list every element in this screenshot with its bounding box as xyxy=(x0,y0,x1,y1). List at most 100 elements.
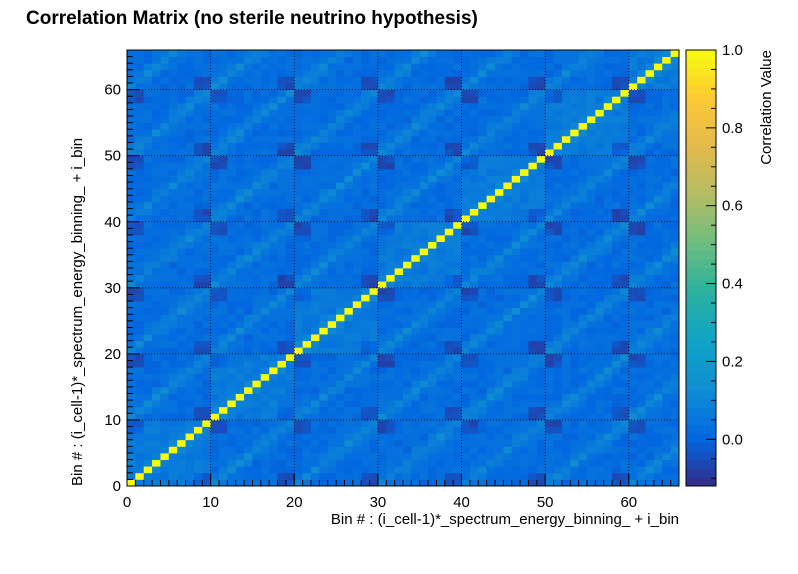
heatmap-cell xyxy=(252,340,262,348)
colorbar-segment xyxy=(686,433,716,443)
heatmap-cell xyxy=(302,301,312,309)
heatmap-cell xyxy=(394,254,404,262)
heatmap-cell xyxy=(553,195,563,203)
heatmap-cell xyxy=(511,96,521,104)
heatmap-cell xyxy=(520,56,529,64)
heatmap-cell xyxy=(269,327,278,335)
heatmap-cell xyxy=(302,248,312,256)
colorbar-segment xyxy=(686,93,716,103)
heatmap-cell xyxy=(553,168,563,176)
heatmap-cell xyxy=(453,433,462,441)
heatmap-cell xyxy=(511,116,521,124)
heatmap-cell xyxy=(336,89,345,97)
heatmap-cell xyxy=(403,360,412,368)
heatmap-cell xyxy=(403,69,412,77)
heatmap-cell xyxy=(185,268,195,276)
heatmap-cell xyxy=(285,89,295,97)
heatmap-cell xyxy=(160,135,170,143)
heatmap-cell xyxy=(302,334,312,342)
heatmap-cell xyxy=(662,149,672,157)
heatmap-cell xyxy=(620,228,630,236)
heatmap-cell xyxy=(528,254,538,262)
heatmap-cell xyxy=(227,228,237,236)
heatmap-cell xyxy=(587,433,596,441)
heatmap-cell xyxy=(210,314,220,322)
heatmap-cell xyxy=(570,63,580,71)
heatmap-cell xyxy=(403,452,412,460)
heatmap-cell xyxy=(369,102,379,110)
y-tick-label: 10 xyxy=(104,412,121,429)
heatmap-cell xyxy=(637,116,646,124)
heatmap-cell xyxy=(386,89,396,97)
heatmap-cell xyxy=(336,419,345,427)
heatmap-cell xyxy=(227,234,237,242)
heatmap-cell xyxy=(361,446,370,454)
heatmap-cell xyxy=(570,135,580,143)
heatmap-cell xyxy=(536,314,546,322)
colorbar-segment xyxy=(686,329,716,339)
heatmap-cell xyxy=(587,301,596,309)
heatmap-cell xyxy=(503,479,513,487)
heatmap-cell xyxy=(528,168,538,176)
heatmap-cell xyxy=(436,168,446,176)
heatmap-cell xyxy=(453,393,462,401)
heatmap-cell xyxy=(536,50,546,58)
heatmap-cell xyxy=(561,241,571,249)
heatmap-cell xyxy=(185,459,195,467)
heatmap-cell xyxy=(561,168,571,176)
heatmap-cell xyxy=(603,208,613,216)
heatmap-cell xyxy=(578,155,588,163)
heatmap-cell xyxy=(177,459,186,467)
heatmap-cell xyxy=(444,307,454,315)
heatmap-cell xyxy=(202,340,212,348)
heatmap-cell xyxy=(645,234,655,242)
heatmap-cell xyxy=(528,472,538,480)
heatmap-cell xyxy=(336,175,345,183)
heatmap-cell xyxy=(653,201,663,209)
heatmap-cell xyxy=(185,208,195,216)
heatmap-cell xyxy=(193,393,203,401)
heatmap-cell xyxy=(302,459,312,467)
heatmap-cell xyxy=(235,155,245,163)
heatmap-cell xyxy=(469,254,479,262)
heatmap-cell xyxy=(570,367,580,375)
heatmap-cell xyxy=(511,69,521,77)
heatmap-cell xyxy=(327,175,337,183)
heatmap-cell xyxy=(294,188,304,196)
heatmap-cell xyxy=(620,195,630,203)
heatmap-cell xyxy=(645,479,655,487)
heatmap-cell xyxy=(570,472,580,480)
heatmap-cell xyxy=(160,195,170,203)
heatmap-cell xyxy=(135,334,145,342)
heatmap-cell xyxy=(386,327,396,335)
heatmap-cell xyxy=(444,76,454,84)
heatmap-cell xyxy=(344,168,354,176)
heatmap-cell xyxy=(311,380,320,388)
heatmap-cell xyxy=(361,268,370,276)
heatmap-cell xyxy=(612,102,621,110)
heatmap-cell xyxy=(327,452,337,460)
heatmap-cell xyxy=(628,201,638,209)
heatmap-cell xyxy=(403,122,412,130)
heatmap-cell xyxy=(520,320,529,328)
heatmap-cell xyxy=(620,327,630,335)
heatmap-cell xyxy=(377,413,387,421)
heatmap-cell xyxy=(469,83,479,91)
heatmap-cell xyxy=(536,373,546,381)
heatmap-cell xyxy=(578,446,588,454)
heatmap-cell xyxy=(352,472,362,480)
heatmap-cell xyxy=(294,400,304,408)
heatmap-cell xyxy=(160,63,170,71)
heatmap-cell xyxy=(352,340,362,348)
heatmap-cell xyxy=(419,307,429,315)
heatmap-cell xyxy=(536,367,546,375)
heatmap-cell xyxy=(469,102,479,110)
heatmap-cell xyxy=(612,459,621,467)
heatmap-cell xyxy=(327,221,337,229)
heatmap-cell xyxy=(193,386,203,394)
heatmap-cell xyxy=(143,261,153,269)
heatmap-cell xyxy=(361,320,370,328)
heatmap-cell xyxy=(394,241,404,249)
heatmap-cell xyxy=(160,446,170,454)
heatmap-cell xyxy=(495,459,504,467)
